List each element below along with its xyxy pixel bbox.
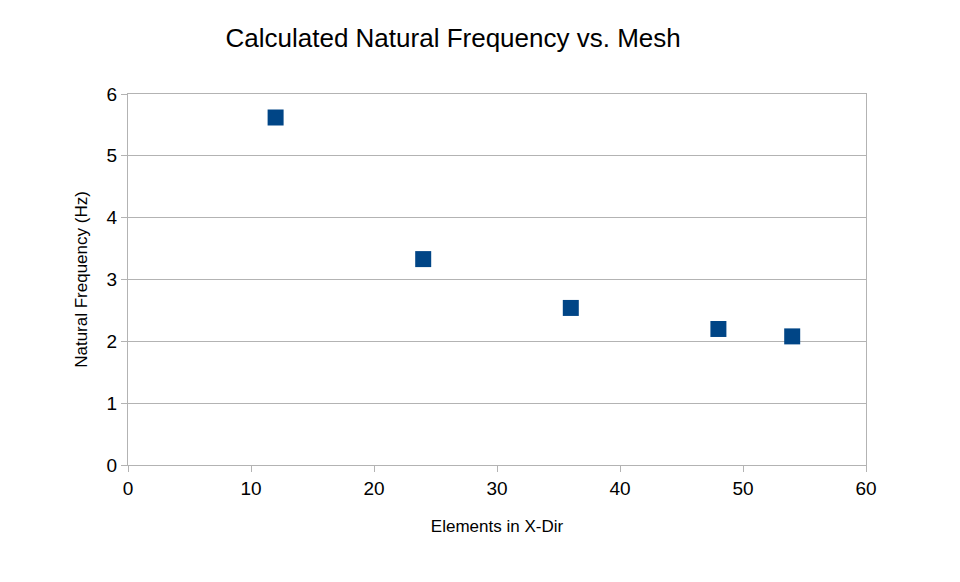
svg-text:50: 50 <box>732 478 753 499</box>
svg-text:Calculated Natural Frequency v: Calculated Natural Frequency vs. Mesh <box>226 23 681 53</box>
svg-text:40: 40 <box>609 478 630 499</box>
svg-text:Natural Frequency (Hz): Natural Frequency (Hz) <box>72 191 91 368</box>
svg-text:6: 6 <box>107 84 118 105</box>
svg-text:4: 4 <box>107 207 118 228</box>
svg-text:2: 2 <box>107 331 118 352</box>
svg-text:30: 30 <box>486 478 507 499</box>
svg-text:0: 0 <box>123 478 134 499</box>
svg-text:3: 3 <box>107 269 118 290</box>
svg-text:Elements in X-Dir: Elements in X-Dir <box>431 517 564 536</box>
svg-text:5: 5 <box>107 145 118 166</box>
svg-text:1: 1 <box>107 393 118 414</box>
svg-text:20: 20 <box>363 478 384 499</box>
svg-text:0: 0 <box>107 455 118 476</box>
svg-text:60: 60 <box>855 478 876 499</box>
svg-text:10: 10 <box>240 478 261 499</box>
